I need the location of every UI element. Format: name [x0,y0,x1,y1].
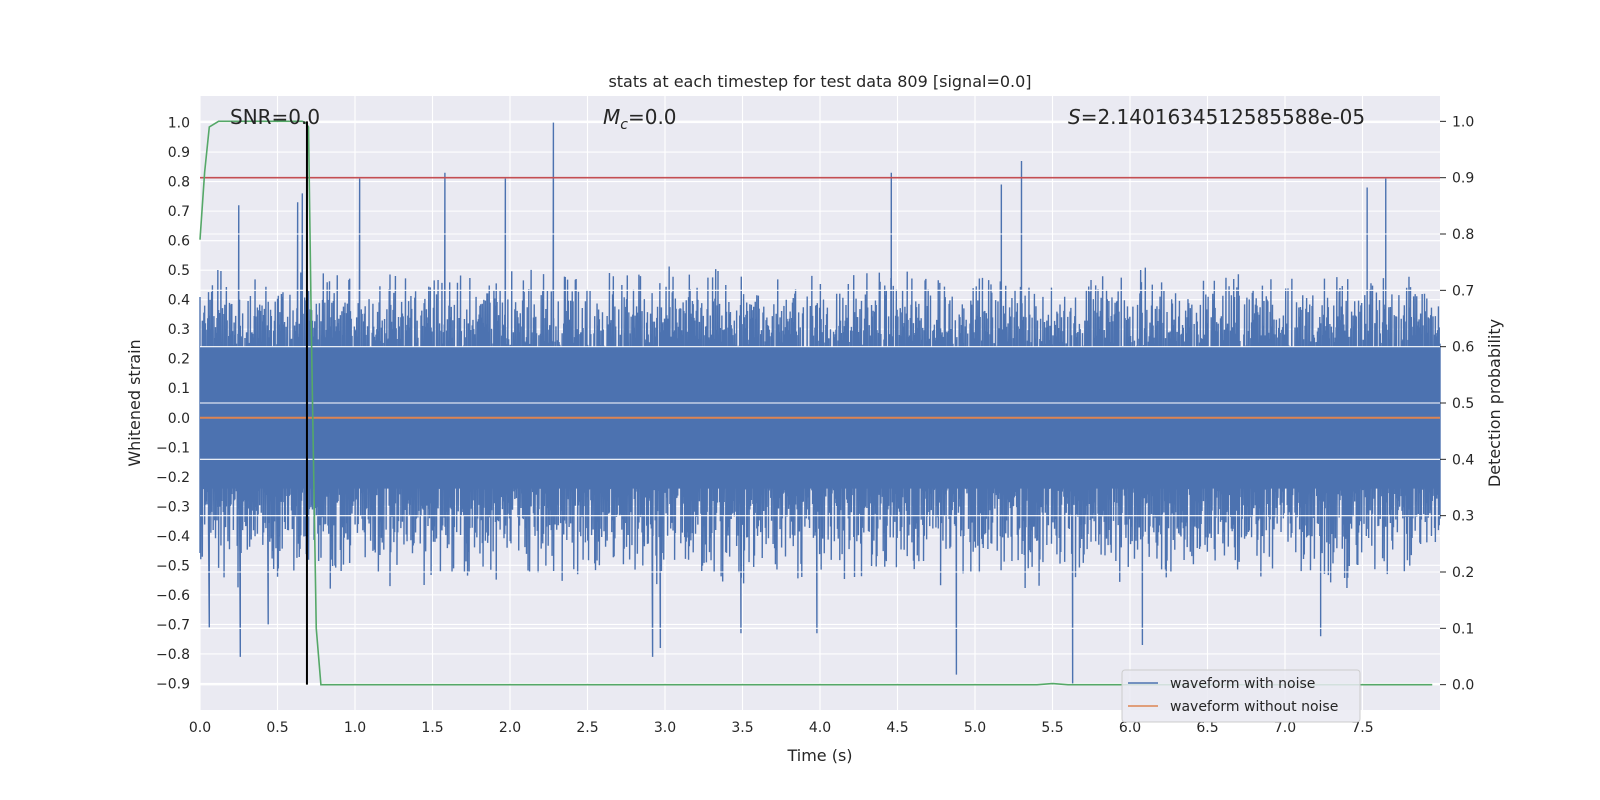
legend-label-with-noise: waveform with noise [1170,676,1315,692]
y-left-tick-label: 0.8 [168,175,190,191]
y-left-tick-label: −0.3 [156,499,190,515]
y-left-tick-label: 0.3 [168,322,190,338]
y-right-tick-label: 0.5 [1452,396,1474,412]
y-left-tick-label: 0.5 [168,263,190,279]
y-left-tick-label: −0.5 [156,558,190,574]
x-tick-label: 1.5 [421,720,443,736]
y-right-tick-label: 0.7 [1452,283,1474,299]
y-left-tick-label: −0.1 [156,440,190,456]
y-right-tick-label: 1.0 [1452,114,1474,130]
y-left-tick-label: 0.6 [168,234,190,250]
x-tick-label: 7.0 [1274,720,1296,736]
score-annotation: S=2.1401634512585588e-05 [1068,105,1365,129]
x-tick-label: 2.0 [499,720,521,736]
y-right-tick-label: 0.0 [1452,678,1474,694]
y-left-tick-label: −0.2 [156,470,190,486]
x-tick-label: 7.5 [1351,720,1373,736]
chart-title: stats at each timestep for test data 809… [608,72,1031,91]
y-right-tick-label: 0.2 [1452,565,1474,581]
legend-box [1121,669,1361,723]
x-tick-label: 0.0 [189,720,211,736]
y-left-tick-label: 0.4 [168,293,190,309]
chirp-mass-value: =0.0 [628,105,677,129]
x-axis-label: Time (s) [786,746,852,765]
y-left-tick-label: 0.9 [168,145,190,161]
y-left-tick-label: 0.2 [168,352,190,368]
legend-label-without-noise: waveform without noise [1170,699,1338,715]
y-axis-left-label: Whitened strain [125,339,144,466]
y-left-tick-label: −0.6 [156,588,190,604]
x-tick-label: 1.0 [344,720,366,736]
x-tick-label: 5.0 [964,720,986,736]
y-left-tick-label: −0.7 [156,617,190,633]
y-axis-right-label: Detection probability [1485,319,1504,487]
y-right-tick-label: 0.8 [1452,227,1474,243]
y-right-tick-label: 0.4 [1452,452,1474,468]
x-tick-label: 3.5 [731,720,753,736]
y-right-tick-label: 0.9 [1452,171,1474,187]
legend: waveform with noise waveform without noi… [1121,669,1361,723]
x-tick-label: 2.5 [576,720,598,736]
score-value: =2.1401634512585588e-05 [1081,105,1365,129]
x-tick-label: 6.5 [1196,720,1218,736]
y-right-tick-label: 0.1 [1452,621,1474,637]
y-left-tick-label: 0.1 [168,381,190,397]
x-tick-label: 5.5 [1041,720,1063,736]
chirp-mass-subscript: c [620,117,628,133]
snr-annotation: SNR=0.0 [230,105,320,129]
x-tick-label: 0.5 [266,720,288,736]
y-left-tick-label: 0.7 [168,204,190,220]
x-tick-label: 4.5 [886,720,908,736]
y-left-tick-label: −0.8 [156,647,190,663]
score-symbol: S [1068,105,1081,129]
x-tick-label: 3.0 [654,720,676,736]
y-left-tick-label: −0.9 [156,676,190,692]
chirp-mass-symbol: M [603,105,620,129]
y-left-tick-label: 0.0 [168,411,190,427]
detection-probability-line [199,120,1433,686]
y-right-tick-label: 0.3 [1452,509,1474,525]
y-left-tick-label: 1.0 [168,116,190,132]
x-tick-label: 4.0 [809,720,831,736]
axis-ticks: 0.0 0.5 1.0 1.5 2.0 2.5 3.0 3.5 4.0 4.5 5.0 5.5 6.0 6… [156,114,1474,736]
chirp-mass-annotation: Mc=0.0 [603,105,677,133]
y-right-tick-label: 0.6 [1452,340,1474,356]
x-tick-label: 6.0 [1119,720,1141,736]
y-left-tick-label: −0.4 [156,529,190,545]
